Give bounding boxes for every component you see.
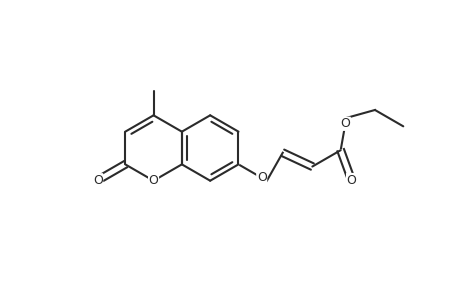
Text: O: O: [256, 171, 266, 184]
Text: O: O: [148, 174, 158, 187]
Text: O: O: [93, 174, 102, 187]
Text: O: O: [340, 117, 349, 130]
Text: O: O: [346, 173, 356, 187]
